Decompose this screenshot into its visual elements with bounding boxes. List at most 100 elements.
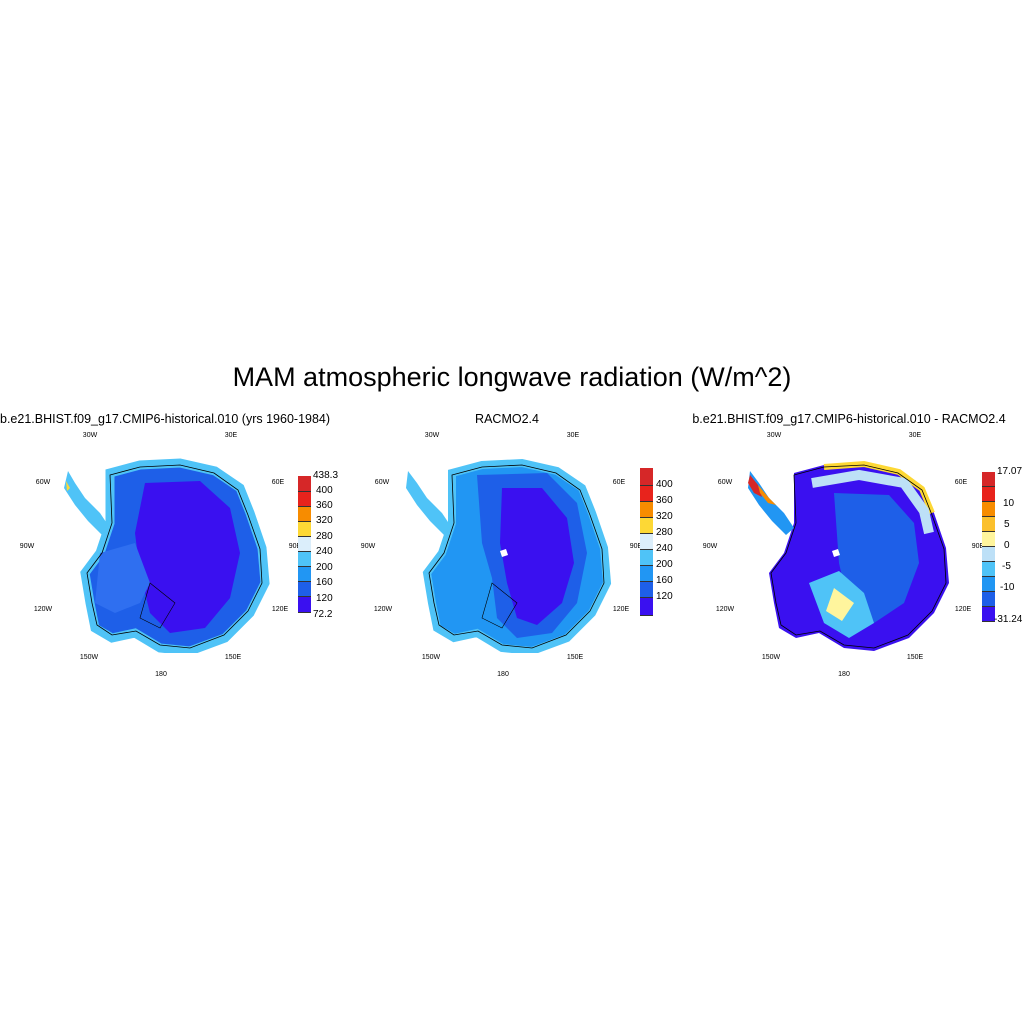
colorbar-swatch: [640, 566, 653, 582]
lon-label: 60E: [612, 479, 626, 486]
panel-title: b.e21.BHIST.f09_g17.CMIP6-historical.010…: [0, 412, 331, 426]
colorbar-swatch: [298, 476, 311, 492]
colorbar: [298, 476, 311, 613]
colorbar-label: 360: [316, 500, 333, 511]
panel-racmo: RACMO2.4 30W 30E 60W 60E 90W 90E 120W 12…: [342, 408, 682, 688]
colorbar-swatch: [640, 502, 653, 518]
colorbar-label: 320: [316, 515, 333, 526]
colorbar-label: -5: [1002, 561, 1011, 572]
lon-label: 30W: [766, 432, 782, 439]
lon-label: 30E: [908, 432, 922, 439]
colorbar: [640, 468, 653, 616]
peninsula: [406, 471, 452, 535]
colorbar-label: 360: [656, 495, 673, 506]
ross-ice-shelf-outline: [139, 582, 176, 629]
colorbar-swatch: [298, 492, 311, 507]
colorbar-swatch: [298, 537, 311, 552]
peninsula-warm-band: [758, 485, 776, 505]
colorbar-label: 240: [656, 543, 673, 554]
ross-sector-pale: [826, 588, 854, 621]
colorbar-label: 5: [1004, 519, 1010, 530]
lon-label: 120W: [373, 606, 393, 613]
lon-label: 90E: [288, 543, 302, 550]
colorbar-swatch: [982, 487, 995, 502]
colorbar-label: 72.2: [313, 609, 333, 620]
lon-label: 120E: [612, 606, 630, 613]
lon-label: 120W: [33, 606, 53, 613]
ice-sheet-rim: [422, 458, 612, 653]
colorbar-label: 438.3: [313, 470, 339, 481]
colorbar-label: -31.24: [994, 614, 1023, 625]
coastline: [770, 464, 947, 649]
colorbar-label: -10: [1000, 582, 1015, 593]
colorbar-swatch: [982, 502, 995, 517]
colorbar-swatch: [640, 534, 653, 550]
coastline: [86, 464, 263, 649]
colorbar-swatch: [640, 582, 653, 598]
colorbar-label: 400: [316, 485, 333, 496]
west-antarctica: [95, 543, 150, 613]
colorbar-label: 160: [316, 577, 333, 588]
lon-label: 180: [155, 671, 167, 678]
panel-title: RACMO2.4: [475, 412, 539, 426]
interior-plateau: [500, 488, 574, 625]
lon-label: 60W: [717, 479, 733, 486]
lon-label: 90W: [702, 543, 718, 550]
lon-label: 60W: [35, 479, 51, 486]
colorbar-label: 400: [656, 479, 673, 490]
colorbar-swatch: [640, 550, 653, 566]
lon-label: 150W: [761, 654, 781, 661]
panel-model: b.e21.BHIST.f09_g17.CMIP6-historical.010…: [0, 408, 340, 688]
lon-label: 30W: [424, 432, 440, 439]
panel-difference: b.e21.BHIST.f09_g17.CMIP6-historical.010…: [684, 408, 1024, 688]
lon-label: 90E: [629, 543, 643, 550]
colorbar-label: 240: [316, 546, 333, 557]
colorbar-swatch: [982, 532, 995, 547]
lon-label: 150W: [79, 654, 99, 661]
colorbar-label: 120: [656, 591, 673, 602]
colorbar-label: 10: [1003, 498, 1015, 509]
lon-label: 30E: [566, 432, 580, 439]
ross-ice-shelf-outline: [481, 582, 518, 629]
antarctica-map-racmo: [406, 458, 612, 653]
lon-label: 120E: [271, 606, 289, 613]
peninsula-tip-warm: [748, 475, 762, 497]
colorbar-swatch: [298, 597, 311, 613]
colorbar-swatch: [982, 592, 995, 607]
colorbar-swatch: [982, 577, 995, 592]
ice-sheet-rim: [80, 458, 270, 653]
lon-label: 30W: [82, 432, 98, 439]
lon-label: 60E: [954, 479, 968, 486]
antarctica-map-model: [64, 458, 270, 653]
lon-label: 120E: [954, 606, 972, 613]
lon-label: 150E: [224, 654, 242, 661]
colorbar-swatch: [298, 582, 311, 597]
colorbar-label: 200: [656, 559, 673, 570]
colorbar-swatch: [298, 567, 311, 582]
colorbar-swatch: [982, 472, 995, 487]
east-coast-warm-rim: [823, 460, 935, 515]
lon-label: 90W: [360, 543, 376, 550]
colorbar-swatch: [640, 468, 653, 486]
colorbar-label: 17.07: [997, 466, 1023, 477]
colorbar-swatch: [640, 486, 653, 502]
lon-label: 90E: [971, 543, 985, 550]
colorbar-label: 280: [656, 527, 673, 538]
colorbar-swatch: [982, 517, 995, 532]
peninsula-tip: [66, 481, 70, 491]
colorbar-swatch: [982, 562, 995, 577]
colorbar-swatch: [298, 522, 311, 537]
colorbar-swatch: [640, 518, 653, 534]
lon-label: 30E: [224, 432, 238, 439]
lon-label: 90W: [19, 543, 35, 550]
lon-label: 150W: [421, 654, 441, 661]
lon-label: 180: [838, 671, 850, 678]
colorbar-label: 280: [316, 531, 333, 542]
coastline: [428, 464, 605, 649]
east-coast-light-band: [811, 469, 934, 535]
lon-label: 60W: [374, 479, 390, 486]
pole-hole: [500, 549, 508, 557]
lon-label: 150E: [906, 654, 924, 661]
lon-label: 150E: [566, 654, 584, 661]
colorbar-label: 200: [316, 562, 333, 573]
